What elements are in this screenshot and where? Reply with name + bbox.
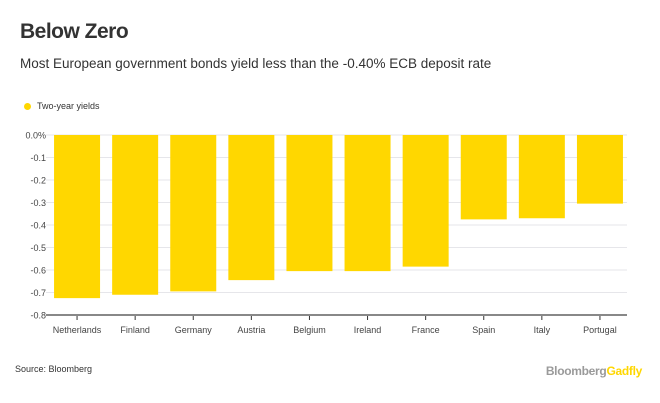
source-note: Source: Bloomberg [15, 364, 93, 374]
y-tick-label: -0.4 [30, 221, 46, 231]
x-tick-label: Ireland [354, 325, 382, 335]
legend-marker-icon [24, 102, 31, 110]
y-tick-label: -0.3 [30, 198, 46, 208]
bar-ireland [344, 135, 391, 272]
bar-austria [228, 135, 275, 281]
bar-france [402, 135, 449, 267]
bar-finland [112, 135, 159, 295]
x-tick-label: Italy [534, 325, 551, 335]
y-tick-label: -0.2 [30, 176, 46, 186]
y-tick-label: 0.0% [25, 131, 46, 141]
y-tick-label: -0.1 [30, 153, 46, 163]
bar-belgium [286, 135, 333, 272]
brand-logo-part2: Gadfly [606, 364, 642, 378]
x-tick-label: Finland [120, 325, 150, 335]
x-tick-label: Austria [237, 325, 265, 335]
bar-portugal [576, 135, 623, 204]
x-tick-label: Portugal [583, 325, 617, 335]
brand-logo-part1: Bloomberg [545, 364, 607, 378]
x-tick-label: Germany [175, 325, 213, 335]
x-tick-label: Spain [472, 325, 495, 335]
y-tick-label: -0.8 [30, 311, 46, 321]
x-tick-label: France [412, 325, 440, 335]
y-tick-label: -0.5 [30, 243, 46, 253]
bar-chart: 0.0% -0.1 -0.2 -0.3 -0.4 -0.5 -0.6 -0.7 -0.8 Neth… [25, 131, 627, 335]
chart-title: Below Zero [20, 20, 129, 43]
y-tick-label: -0.6 [30, 266, 46, 276]
legend: Two-year yields [24, 101, 100, 111]
brand-logo: BloombergGadfly [546, 364, 642, 378]
bar-spain [460, 135, 507, 220]
x-tick-label: Belgium [293, 325, 326, 335]
bar-germany [170, 135, 217, 292]
bar-italy [518, 135, 565, 219]
bar-netherlands [54, 135, 101, 299]
x-tick-label: Netherlands [53, 325, 102, 335]
legend-label: Two-year yields [37, 101, 100, 111]
y-tick-label: -0.7 [30, 288, 46, 298]
chart-subtitle: Most European government bonds yield les… [20, 56, 492, 71]
